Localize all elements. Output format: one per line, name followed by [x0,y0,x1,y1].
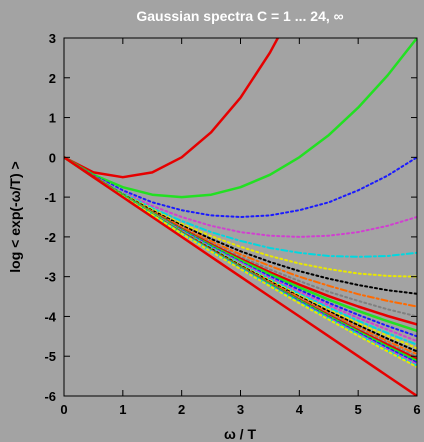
x-tick-label: 3 [237,402,244,417]
series-line-3 [64,156,417,218]
x-tick-label: 4 [296,402,304,417]
x-tick-label: 6 [413,402,420,417]
series-layer [64,38,417,396]
x-tick-label: 5 [355,402,362,417]
x-tick-label: 0 [60,402,67,417]
series-line-1 [64,38,280,179]
y-tick-label: -2 [44,230,56,245]
y-tick-label: 1 [49,111,56,126]
series-line-5 [64,156,417,258]
x-tick-label: 2 [178,402,185,417]
x-axis-label: ω / T [224,426,256,442]
y-tick-label: 0 [49,150,56,165]
y-tick-label: -5 [44,349,56,364]
y-tick-label: -6 [44,389,56,404]
series-line-9 [64,156,417,318]
y-tick-label: -1 [44,190,56,205]
y-tick-label: -3 [44,270,56,285]
series-line-4 [64,156,417,238]
axis-layer: 0 1 2 3 4 5 6 -6 -5 -4 -3 -2 -1 0 1 2 3 [44,31,420,417]
y-tick-label: 2 [49,71,56,86]
series-line-8 [64,156,417,308]
series-line-25 [64,156,417,396]
chart-title: Gaussian spectra C = 1 ... 24, ∞ [136,8,343,24]
series-line-11 [64,156,417,333]
x-tick-label: 1 [119,402,126,417]
y-tick-label: 3 [49,31,56,46]
series-line-2 [64,38,417,199]
y-tick-label: -4 [44,309,56,324]
y-axis-label: log < exp(-ω/T) > [7,161,23,272]
